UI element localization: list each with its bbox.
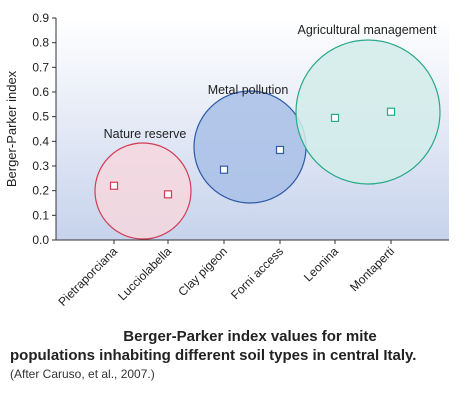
- figure-caption: Berger-Parker index values for mite popu…: [10, 328, 460, 381]
- y-tick-label: 0.9: [32, 11, 49, 25]
- group-label-agricultural-management: Agricultural management: [298, 23, 437, 37]
- data-point-forni-access: [275, 145, 285, 155]
- x-tick-label: Montaperti: [347, 244, 397, 294]
- data-point-lucciolabella: [163, 190, 173, 199]
- data-point-leonina: [330, 113, 340, 123]
- caption-source: (After Caruso, et al., 2007.): [10, 367, 155, 381]
- y-tick-label: 0.6: [32, 85, 49, 99]
- berger-parker-chart: Nature reserve Metal pollution Agricultura…: [4, 11, 449, 309]
- y-axis-label: Berger-Parker index: [4, 70, 19, 187]
- data-point-pietraporciana: [109, 181, 119, 190]
- x-tick-label: Forni access: [228, 244, 286, 302]
- caption-line-2: populations inhabiting different soil ty…: [10, 347, 417, 364]
- y-tick-label: 0.0: [32, 233, 49, 247]
- x-tick-label: Leonina: [301, 244, 341, 284]
- group-label-nature-reserve: Nature reserve: [104, 127, 187, 141]
- group-label-metal-pollution: Metal pollution: [208, 83, 289, 97]
- x-tick-label: Pietraporciana: [55, 244, 120, 309]
- y-tick-label: 0.5: [32, 110, 49, 124]
- group-circle-metal-pollution: [193, 90, 307, 204]
- x-tick-label: Lucciolabella: [115, 244, 174, 303]
- y-tick-label: 0.4: [32, 134, 49, 148]
- data-point-clay-pigeon: [219, 165, 229, 174]
- y-tick-label: 0.8: [32, 36, 49, 50]
- y-tick-label: 0.1: [32, 208, 49, 222]
- y-tick-label: 0.3: [32, 159, 49, 173]
- y-tick-label: 0.7: [32, 60, 49, 74]
- x-tick-label: Clay pigeon: [175, 244, 230, 299]
- y-tick-label: 0.2: [32, 184, 49, 198]
- data-point-montaperti: [386, 107, 396, 116]
- group-circle-nature-reserve: [94, 142, 192, 240]
- caption-line-1: Berger-Parker index values for mite: [123, 328, 377, 345]
- group-circle-agricultural-management: [295, 39, 441, 185]
